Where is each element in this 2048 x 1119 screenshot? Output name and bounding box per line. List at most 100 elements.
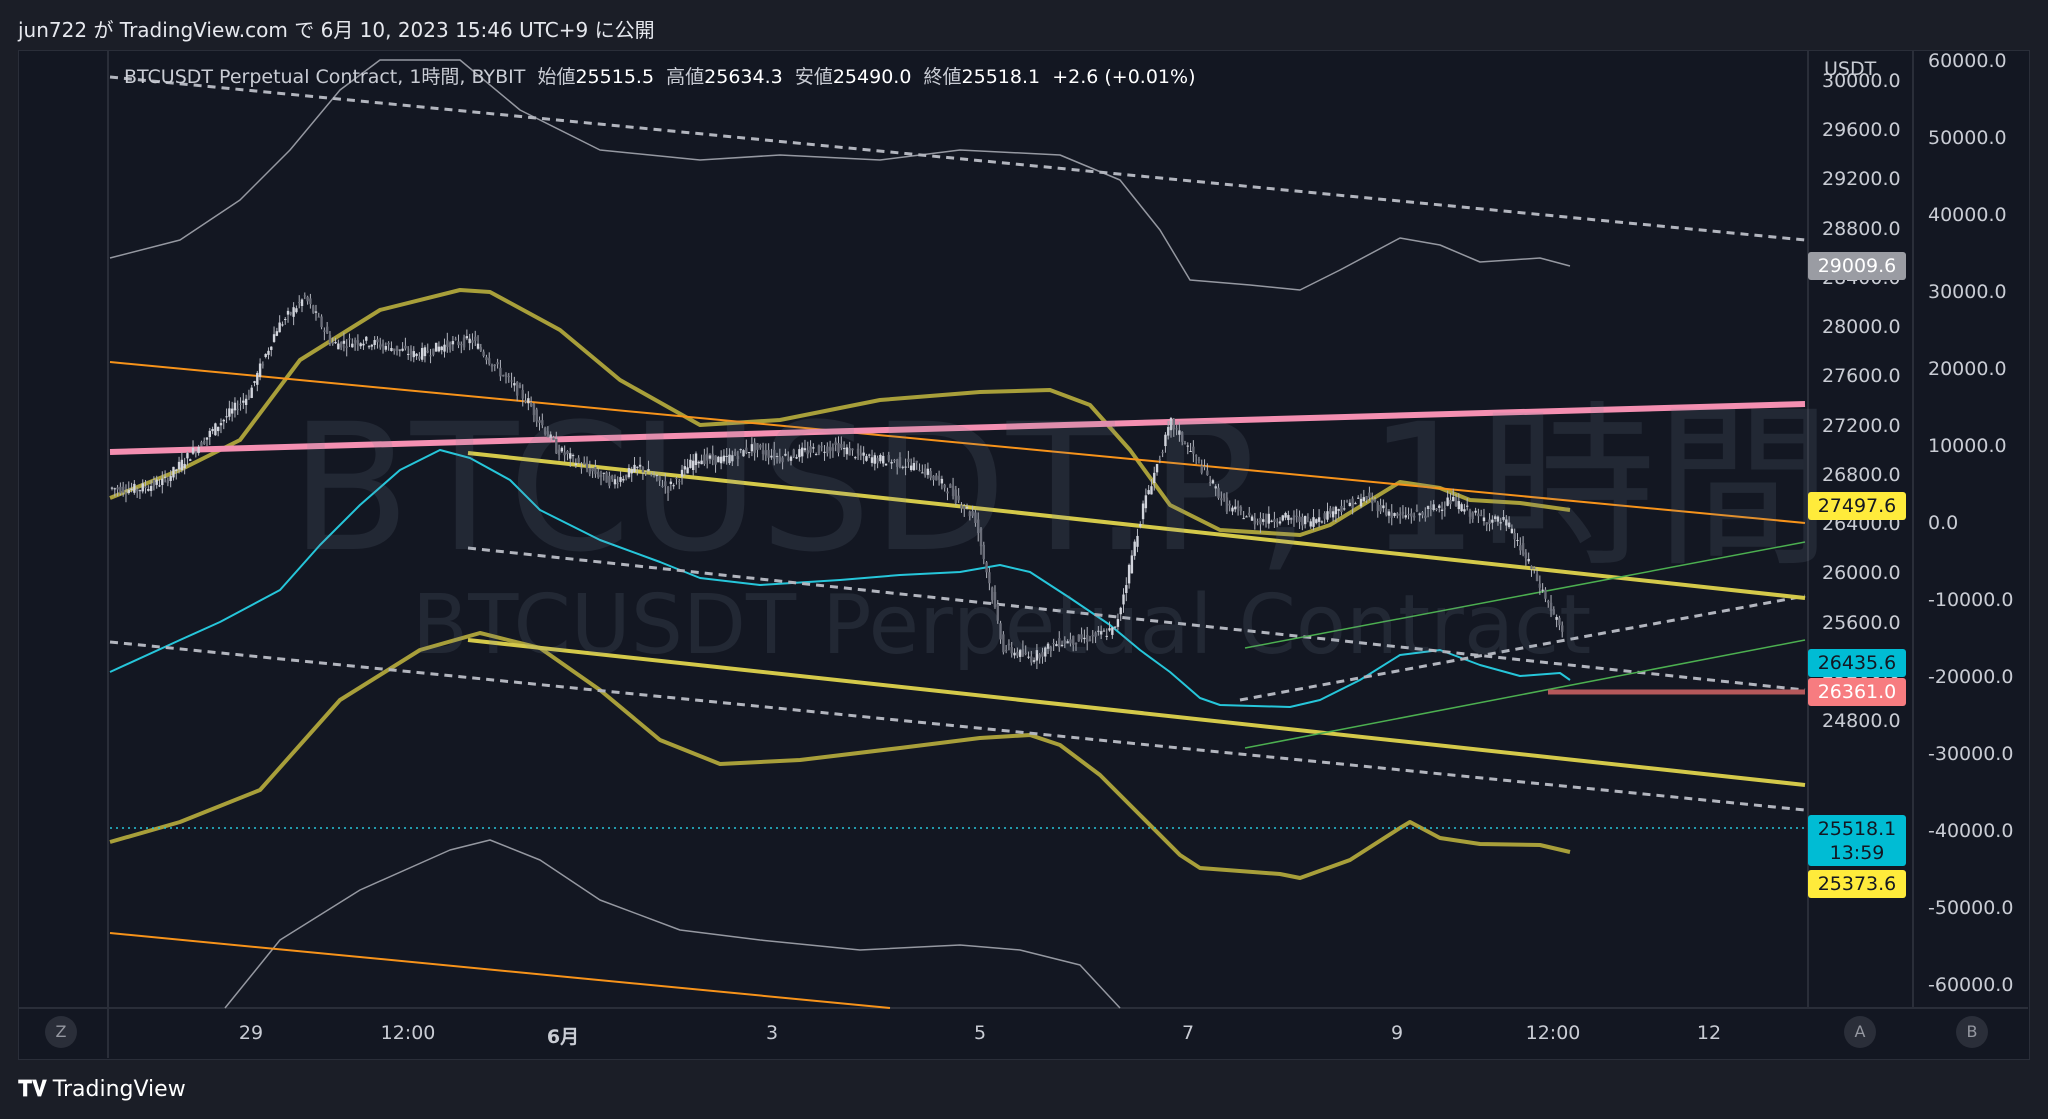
- candle-body: [622, 478, 625, 481]
- timezone-button[interactable]: Z: [45, 1016, 77, 1048]
- candle-body: [591, 467, 594, 472]
- candle-body: [510, 380, 513, 382]
- candle-body: [144, 486, 147, 488]
- candle-body: [594, 466, 597, 475]
- candle-body: [1348, 502, 1352, 506]
- candle-body: [1345, 500, 1349, 502]
- candle-body: [1161, 452, 1164, 454]
- candle-body: [1289, 518, 1293, 520]
- candle-body: [496, 362, 499, 365]
- candle-body: [1058, 638, 1061, 648]
- candle-body: [923, 468, 927, 476]
- candle-body: [988, 572, 991, 584]
- candle-body: [1337, 509, 1340, 511]
- dashed-upper-trend: [109, 75, 1806, 242]
- candle-body: [317, 316, 320, 318]
- auto-scale-button[interactable]: A: [1844, 1016, 1876, 1048]
- outer-lower-band: [224, 839, 1121, 1009]
- candle-body: [775, 455, 779, 457]
- candle-body: [281, 324, 284, 326]
- candle-body: [753, 442, 756, 453]
- candle-body: [1390, 512, 1393, 518]
- candle-body: [485, 357, 488, 361]
- candle-body: [189, 459, 192, 461]
- candle-body: [200, 442, 203, 447]
- ohlc-legend[interactable]: BTCUSDT Perpetual Contract, 1時間, BYBIT 始…: [124, 62, 1195, 89]
- candle-body: [1044, 647, 1047, 657]
- candle-body: [183, 463, 186, 469]
- candle-body: [555, 438, 558, 454]
- candle-body: [694, 453, 698, 466]
- candle-body: [267, 350, 270, 355]
- candle-body: [415, 353, 418, 357]
- candle-body: [524, 400, 527, 403]
- candle-body: [535, 409, 538, 422]
- candle-body: [848, 448, 851, 456]
- secondary-tick: 10000.0: [1928, 435, 2007, 457]
- candle-body: [895, 459, 899, 467]
- candle-body: [1362, 497, 1366, 502]
- bb-lower: [109, 631, 1571, 880]
- candle-body: [680, 469, 684, 477]
- candle-body: [1474, 510, 1477, 513]
- legend-open: 25515.5: [575, 66, 655, 88]
- candle-body: [465, 336, 469, 339]
- price-tick: 24800.0: [1822, 710, 1901, 732]
- drawings-layer: [109, 59, 1806, 1009]
- candle-body: [409, 348, 413, 355]
- secondary-tick: 0.0: [1928, 512, 1959, 534]
- candle-body: [954, 489, 958, 503]
- candle-body: [225, 416, 228, 418]
- candle-body: [1558, 617, 1561, 626]
- candle-body: [1222, 494, 1226, 498]
- candle-body: [1259, 518, 1262, 525]
- candle-body: [940, 478, 944, 484]
- candle-body: [949, 484, 952, 488]
- secondary-tick: -40000.0: [1928, 820, 2014, 842]
- candle-body: [557, 449, 561, 455]
- candle-body: [1158, 459, 1162, 461]
- candle-body: [1393, 513, 1396, 516]
- candle-body: [745, 447, 748, 453]
- candle-body: [1242, 518, 1245, 520]
- dashed-lower-trend: [109, 640, 1806, 812]
- candle-body: [529, 402, 533, 407]
- secondary-scale-button[interactable]: B: [1956, 1016, 1988, 1048]
- candle-body: [284, 319, 287, 321]
- candle-body: [432, 348, 435, 355]
- candle-body: [348, 338, 351, 340]
- candle-body: [761, 450, 765, 455]
- candle-body: [1113, 626, 1117, 628]
- candle-body: [1549, 602, 1553, 611]
- candle-body: [1016, 651, 1019, 656]
- candle-body: [1141, 503, 1145, 520]
- candle-body: [675, 478, 678, 480]
- candle-body: [113, 488, 116, 490]
- candle-body: [703, 454, 706, 465]
- candle-body: [1493, 516, 1497, 519]
- time-tick: 7: [1181, 1022, 1195, 1044]
- candle-body: [851, 448, 854, 451]
- candle-body: [216, 426, 220, 432]
- orange-lower-trend: [109, 932, 891, 1009]
- candle-body: [613, 479, 617, 485]
- candle-body: [1077, 634, 1081, 642]
- candle-body: [446, 340, 449, 348]
- candle-body: [1295, 515, 1298, 517]
- secondary-tick: -10000.0: [1928, 589, 2014, 611]
- chart-frame[interactable]: [18, 50, 2030, 1060]
- candle-body: [585, 463, 589, 469]
- candle-body: [1292, 515, 1296, 521]
- candle-body: [1234, 506, 1237, 510]
- candle-body: [778, 456, 782, 462]
- candle-body: [236, 408, 239, 411]
- candle-body: [1139, 524, 1142, 527]
- footer[interactable]: 𝐓𝐕 TradingView: [18, 1072, 186, 1106]
- candle-body: [960, 505, 963, 509]
- candle-body: [549, 434, 552, 438]
- candle-body: [219, 423, 223, 426]
- candle-body: [974, 512, 977, 524]
- candle-body: [909, 465, 913, 471]
- candle-body: [1547, 600, 1550, 603]
- candle-body: [826, 446, 829, 454]
